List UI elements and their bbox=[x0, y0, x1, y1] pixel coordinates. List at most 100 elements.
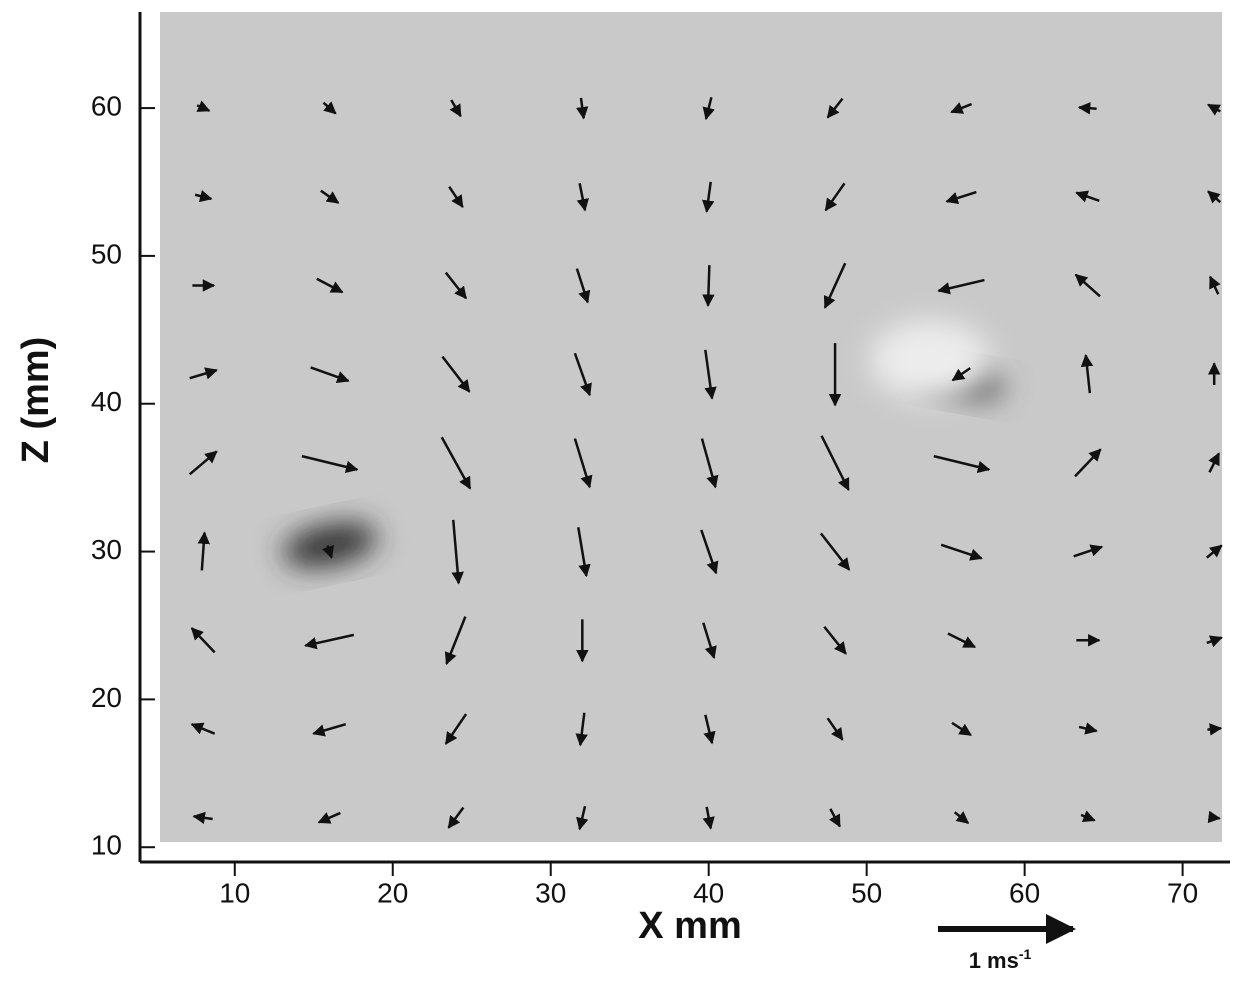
velocity-arrow bbox=[933, 454, 991, 474]
x-axis-title: X mm bbox=[638, 905, 741, 947]
light-patch bbox=[870, 320, 990, 400]
x-tick-label: 70 bbox=[1167, 877, 1198, 908]
velocity-arrow bbox=[312, 723, 347, 737]
velocity-arrow bbox=[444, 271, 468, 300]
velocity-arrow bbox=[444, 713, 468, 745]
velocity-arrow bbox=[440, 436, 472, 490]
velocity-arrow bbox=[196, 100, 211, 112]
velocity-arrow bbox=[575, 712, 588, 747]
velocity-arrow bbox=[823, 625, 847, 655]
velocity-arrow bbox=[703, 714, 716, 745]
velocity-arrow bbox=[441, 355, 471, 393]
y-tick-label: 30 bbox=[91, 534, 122, 565]
velocity-arrow bbox=[575, 97, 589, 120]
velocity-arrow bbox=[824, 182, 846, 212]
velocity-arrow bbox=[576, 183, 589, 212]
velocity-arrow bbox=[702, 806, 715, 830]
velocity-arrow bbox=[702, 622, 717, 660]
velocity-arrow bbox=[197, 531, 210, 571]
y-tick-label: 20 bbox=[91, 682, 122, 713]
velocity-arrow bbox=[823, 262, 847, 309]
velocity-arrow bbox=[701, 181, 715, 213]
velocity-arrow bbox=[189, 367, 218, 380]
velocity-arrow bbox=[1080, 354, 1094, 394]
velocity-arrow bbox=[937, 278, 985, 295]
velocity-arrow bbox=[1207, 103, 1221, 116]
x-tick-label: 20 bbox=[377, 877, 408, 908]
velocity-arrow bbox=[951, 367, 971, 382]
velocity-arrow bbox=[448, 185, 464, 208]
scale-label: 1 ms-1 bbox=[969, 946, 1032, 973]
velocity-arrow bbox=[1207, 190, 1222, 204]
velocity-arrow bbox=[704, 349, 717, 400]
velocity-arrow bbox=[194, 190, 213, 203]
scale-label-text: 1 ms bbox=[969, 948, 1019, 973]
velocity-arrow bbox=[573, 352, 592, 397]
velocity-arrow bbox=[950, 102, 973, 114]
x-tick-label: 10 bbox=[219, 877, 250, 908]
velocity-arrow bbox=[819, 532, 851, 571]
velocity-arrow bbox=[826, 97, 844, 119]
image-background bbox=[160, 12, 1222, 842]
velocity-arrow bbox=[702, 96, 715, 121]
velocity-arrow bbox=[301, 454, 359, 474]
velocity-arrow bbox=[951, 721, 972, 737]
y-tick-label: 10 bbox=[91, 830, 122, 861]
velocity-arrow bbox=[573, 438, 593, 489]
velocity-arrow bbox=[577, 527, 591, 578]
velocity-arrow bbox=[316, 277, 344, 294]
scale-label-exponent: -1 bbox=[1019, 946, 1032, 962]
velocity-arrow bbox=[1205, 544, 1223, 559]
velocity-arrow bbox=[444, 616, 467, 666]
velocity-arrow bbox=[1073, 544, 1104, 558]
velocity-arrow bbox=[1080, 810, 1096, 822]
velocity-arrow bbox=[1206, 635, 1223, 648]
velocity-arrow bbox=[1207, 723, 1223, 736]
velocity-arrow bbox=[322, 544, 334, 559]
velocity-arrow bbox=[1209, 275, 1221, 295]
velocity-arrow bbox=[1074, 273, 1101, 298]
velocity-arrow bbox=[1077, 102, 1097, 115]
velocity-arrow bbox=[192, 811, 213, 825]
velocity-arrow bbox=[700, 529, 719, 575]
y-tick-label: 50 bbox=[91, 238, 122, 269]
velocity-arrow bbox=[1074, 448, 1102, 478]
velocity-arrow bbox=[447, 806, 465, 829]
velocity-arrow bbox=[304, 633, 355, 650]
velocity-arrow bbox=[826, 717, 844, 741]
y-tick-label: 40 bbox=[91, 386, 122, 417]
velocity-arrow bbox=[1075, 190, 1100, 203]
velocity-arrow bbox=[940, 543, 983, 561]
velocity-arrow bbox=[953, 811, 970, 825]
velocity-arrow bbox=[945, 190, 977, 205]
velocity-arrow bbox=[947, 632, 977, 649]
velocity-arrow bbox=[317, 811, 341, 824]
velocity-arrow bbox=[702, 265, 715, 307]
x-tick-label: 60 bbox=[1009, 877, 1040, 908]
velocity-arrow bbox=[322, 101, 337, 115]
velocity-arrow bbox=[449, 99, 462, 118]
velocity-arrow bbox=[320, 189, 340, 204]
vector-field bbox=[188, 96, 1223, 831]
velocity-arrow bbox=[1078, 722, 1098, 735]
y-tick-label: 60 bbox=[91, 90, 122, 121]
velocity-arrow bbox=[1208, 452, 1221, 473]
velocity-arrow bbox=[190, 722, 216, 735]
x-tick-label: 30 bbox=[535, 877, 566, 908]
velocity-arrow bbox=[575, 268, 591, 304]
velocity-arrow bbox=[188, 450, 218, 476]
velocity-arrow bbox=[700, 438, 719, 489]
velocity-arrow bbox=[310, 366, 350, 384]
velocity-arrow bbox=[1207, 810, 1221, 824]
velocity-arrow bbox=[828, 808, 841, 828]
velocity-arrow bbox=[190, 627, 216, 654]
velocity-arrow bbox=[576, 805, 589, 831]
axes: 10 20 30 40 50 60 70 10 20 30 40 50 60 bbox=[91, 12, 1230, 908]
image-area bbox=[160, 12, 1222, 842]
velocity-arrow bbox=[451, 519, 464, 585]
x-tick-label: 40 bbox=[693, 877, 724, 908]
y-axis-title: Z (mm) bbox=[15, 337, 57, 464]
velocity-arrow bbox=[820, 435, 850, 491]
